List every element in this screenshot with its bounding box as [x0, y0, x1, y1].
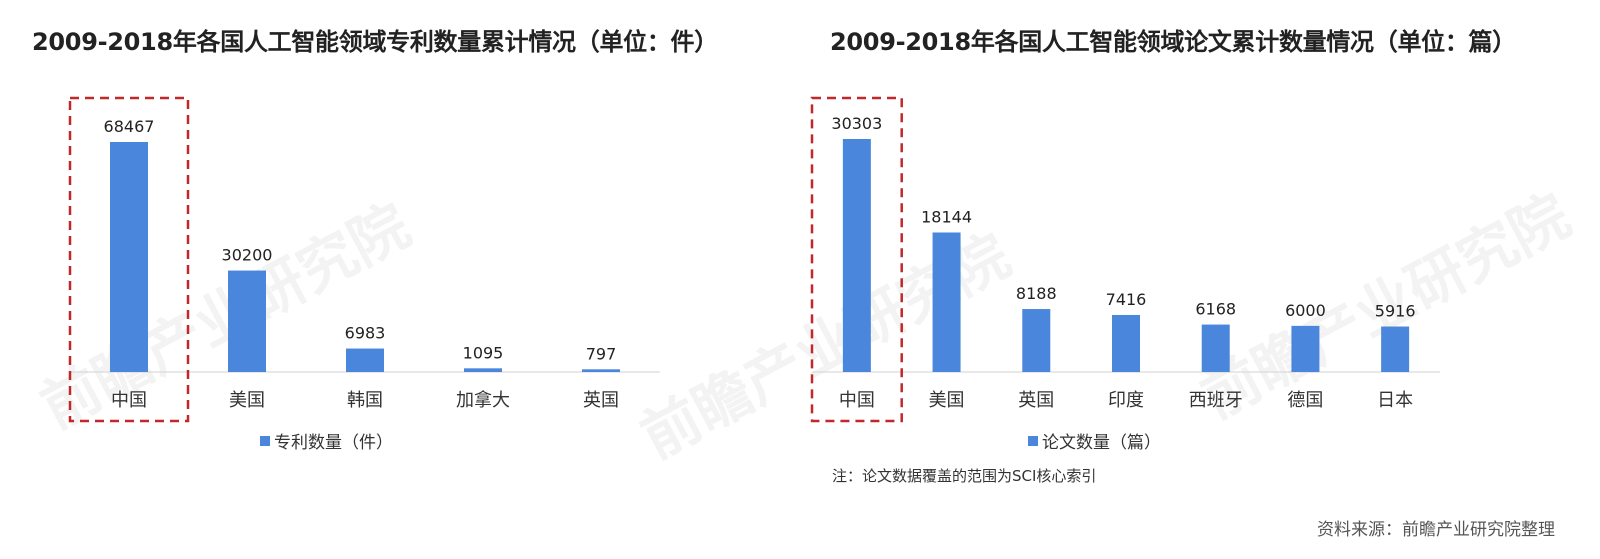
- bar: [464, 368, 502, 372]
- category-tick-label: 美国: [929, 390, 965, 411]
- data-label: 6983: [345, 324, 386, 343]
- bar: [110, 142, 148, 372]
- highlight-box: [68, 96, 190, 423]
- data-label: 30303: [831, 114, 882, 133]
- data-label: 6000: [1285, 301, 1326, 320]
- category-tick-label: 英国: [583, 390, 619, 411]
- category-tick-label: 德国: [1287, 390, 1323, 411]
- bar: [346, 348, 384, 372]
- data-label: 6168: [1195, 300, 1236, 319]
- legend-label: 专利数量（件）: [274, 433, 393, 453]
- data-label: 1095: [463, 343, 504, 362]
- highlight-box: [810, 96, 903, 423]
- data-label: 68467: [104, 117, 155, 136]
- category-tick-label: 日本: [1377, 390, 1413, 411]
- bar: [1201, 324, 1230, 372]
- paper-chart-note: 注：论文数据覆盖的范围为SCI核心索引: [832, 467, 1097, 485]
- data-label: 7416: [1106, 290, 1147, 309]
- legend-swatch: [260, 435, 270, 446]
- patent-bar-chart: 68467 中国 30200 美国 6983 韩国 1095 加拿大 797 英国: [68, 96, 660, 423]
- patent-chart-title: 2009-2018年各国人工智能领域专利数量累计情况（单位：件）: [32, 28, 718, 56]
- bar: [1291, 325, 1320, 372]
- paper-legend: 论文数量（篇）: [1028, 428, 1161, 453]
- patent-legend: 专利数量（件）: [260, 428, 393, 453]
- category-tick-label: 印度: [1108, 390, 1144, 411]
- bar: [1112, 314, 1140, 372]
- data-label: 18144: [921, 207, 972, 226]
- legend-label: 论文数量（篇）: [1042, 433, 1161, 453]
- bar: [932, 232, 961, 372]
- data-label: 30200: [222, 246, 273, 265]
- bar: [1022, 309, 1051, 372]
- data-label: 797: [586, 344, 617, 363]
- category-tick-label: 英国: [1018, 390, 1054, 411]
- category-tick-label: 美国: [229, 390, 265, 411]
- legend-swatch: [1028, 435, 1038, 446]
- category-tick-label: 中国: [111, 390, 147, 411]
- bar: [842, 139, 871, 372]
- bar: [228, 270, 266, 372]
- category-tick-label: 韩国: [347, 390, 383, 411]
- source-note: 资料来源：前瞻产业研究院整理: [1317, 520, 1555, 540]
- bar: [1381, 326, 1410, 372]
- data-label: 8188: [1016, 284, 1057, 303]
- paper-chart-title: 2009-2018年各国人工智能领域论文累计数量情况（单位：篇）: [830, 28, 1516, 56]
- category-tick-label: 加拿大: [456, 389, 510, 411]
- data-label: 5916: [1375, 302, 1416, 321]
- bar: [582, 369, 620, 372]
- category-tick-label: 西班牙: [1189, 390, 1243, 411]
- category-tick-label: 中国: [839, 390, 875, 411]
